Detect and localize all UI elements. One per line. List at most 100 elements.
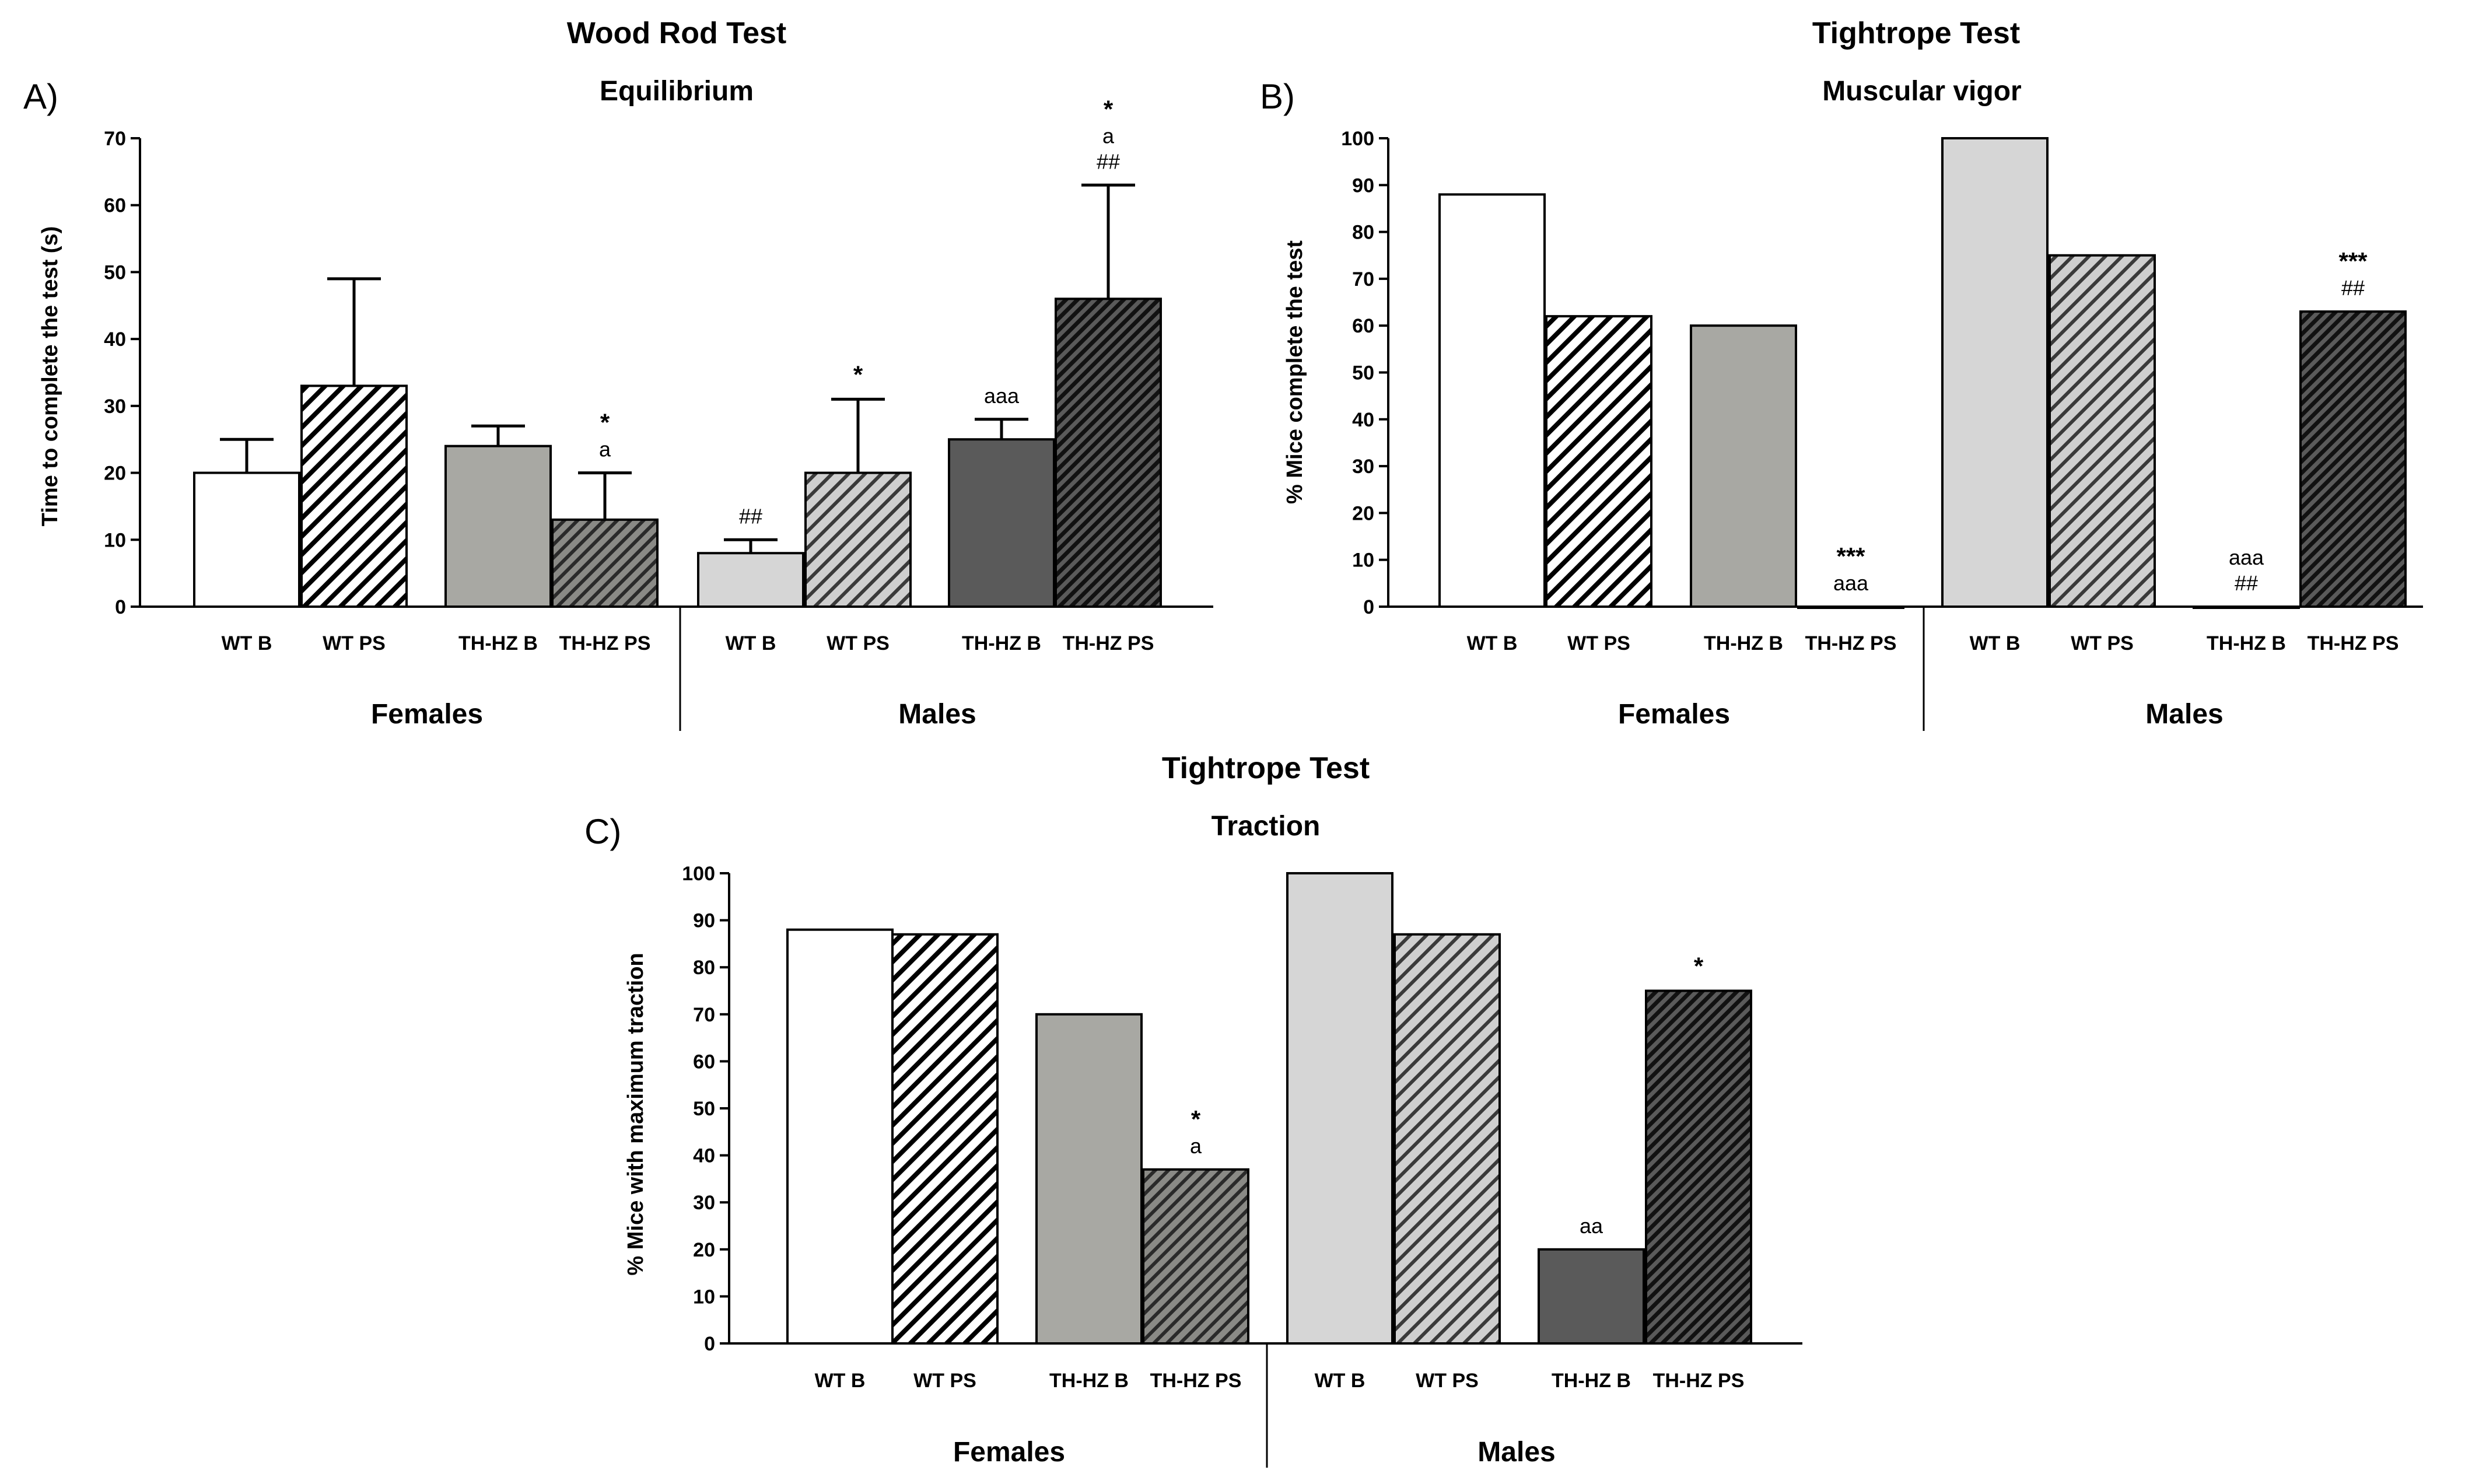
y-tick-label: 90 [693, 910, 715, 932]
x-tick-label: WT B [1315, 1370, 1365, 1392]
group-label-females: Females [1618, 699, 1730, 730]
x-tick-label: WT B [222, 632, 272, 654]
significance-annotation: aaa [984, 384, 1020, 408]
bar-males-wt-b [697, 552, 804, 608]
y-tick-label: 60 [104, 195, 126, 217]
bar-males-wt-ps [2049, 254, 2156, 608]
panel-b-subtitle: Muscular vigor [1822, 76, 2021, 107]
significance-annotation: aaa [2229, 545, 2264, 569]
group-label-males: Males [2145, 699, 2223, 730]
panel-c-subtitle: Traction [1212, 811, 1321, 842]
x-tick-label: TH-HZ PS [1150, 1370, 1242, 1392]
x-tick-label: TH-HZ PS [2308, 632, 2399, 654]
bar-females-wt-ps [300, 384, 408, 608]
y-tick-label: 0 [704, 1333, 715, 1355]
bar-females-th-hz-ps [551, 518, 659, 608]
x-tick-label: TH-HZ B [458, 632, 538, 654]
y-tick-label: 70 [104, 128, 126, 150]
y-tick-label: 40 [693, 1145, 715, 1167]
significance-annotation: ## [2341, 276, 2365, 300]
x-tick-label: WT B [1970, 632, 2021, 654]
bar-females-th-hz-ps [1797, 606, 1904, 609]
y-tick-label: 10 [1352, 550, 1374, 572]
x-tick-label: WT PS [1416, 1370, 1479, 1392]
panel-b-ylabel: % Mice complete the test [1283, 240, 1307, 504]
group-label-females: Females [371, 699, 483, 730]
x-tick-label: WT B [815, 1370, 866, 1392]
bar-females-wt-ps [891, 933, 999, 1345]
y-tick-label: 80 [1352, 222, 1374, 244]
y-tick-label: 100 [1341, 128, 1374, 150]
y-tick-label: 10 [693, 1286, 715, 1308]
y-tick-label: 20 [1352, 502, 1374, 524]
significance-annotation: aaa [1833, 571, 1869, 595]
bar-females-th-hz-ps [1142, 1168, 1249, 1345]
x-tick-label: TH-HZ PS [1805, 632, 1897, 654]
panel-b-letter: B) [1260, 77, 1295, 116]
y-tick-label: 0 [1363, 596, 1374, 618]
bar-males-th-hz-b [2193, 606, 2300, 609]
x-tick-label: TH-HZ B [1704, 632, 1783, 654]
x-tick-label: TH-HZ PS [1653, 1370, 1745, 1392]
x-tick-label: WT PS [913, 1370, 976, 1392]
group-label-females: Females [953, 1437, 1065, 1468]
bar-females-th-hz-b [1035, 1013, 1143, 1345]
bar-males-th-hz-ps [1645, 989, 1752, 1345]
x-tick-label: WT B [726, 632, 776, 654]
y-tick-label: 40 [1352, 409, 1374, 431]
x-tick-label: TH-HZ B [1049, 1370, 1129, 1392]
bar-females-th-hz-b [444, 444, 552, 608]
significance-annotation: a [599, 438, 611, 461]
panel-a-ylabel: Time to complete the test (s) [38, 226, 62, 527]
y-tick-label: 0 [115, 596, 126, 618]
significance-annotation: a [1190, 1134, 1202, 1158]
x-tick-label: WT B [1467, 632, 1518, 654]
bar-females-wt-ps [1545, 315, 1652, 608]
panel-a-subtitle: Equilibrium [600, 76, 754, 107]
bar-males-th-hz-ps [2299, 310, 2407, 608]
x-tick-label: TH-HZ B [1552, 1370, 1631, 1392]
y-tick-label: 50 [104, 261, 126, 284]
significance-annotation: ## [2235, 571, 2258, 595]
panel-c-letter: C) [584, 812, 621, 851]
y-tick-label: 50 [693, 1098, 715, 1120]
x-tick-label: TH-HZ B [962, 632, 1041, 654]
x-tick-label: WT PS [2071, 632, 2134, 654]
significance-annotation: *** [1836, 542, 1865, 570]
panel-b-plot: 0 10 20 30 40 50 60 70 80 90 100 WT B WT PS TH-HZ B **… [1341, 128, 2423, 731]
bar-females-wt-b [193, 471, 300, 608]
x-tick-label: TH-HZ B [2207, 632, 2286, 654]
x-tick-label: WT PS [1567, 632, 1630, 654]
significance-annotation: *** [2338, 247, 2368, 275]
bar-males-th-hz-b [1538, 1248, 1645, 1345]
panel-a-letter: A) [23, 77, 58, 116]
bar-females-th-hz-b [1690, 324, 1797, 608]
panel-c-title: Tightrope Test [1162, 751, 1370, 785]
group-label-males: Males [898, 699, 976, 730]
x-tick-label: WT PS [827, 632, 890, 654]
group-label-males: Males [1477, 1437, 1555, 1468]
bar-males-wt-b [1941, 137, 2049, 608]
x-tick-label: WT PS [323, 632, 386, 654]
significance-annotation: * [1694, 953, 1704, 980]
panel-c-ylabel: % Mice with maximum traction [624, 953, 648, 1275]
significance-annotation: * [600, 409, 610, 436]
y-tick-label: 40 [104, 328, 126, 351]
bar-females-wt-b [786, 928, 894, 1345]
y-tick-label: 60 [693, 1051, 715, 1073]
y-tick-label: 80 [693, 957, 715, 979]
significance-annotation: ## [739, 504, 762, 528]
y-tick-label: 50 [1352, 362, 1374, 384]
significance-annotation: * [853, 360, 863, 388]
y-tick-label: 100 [682, 863, 715, 885]
bar-males-th-hz-b [948, 438, 1055, 608]
bar-males-wt-ps [804, 471, 912, 608]
significance-annotation: a [1102, 124, 1115, 148]
significance-annotation: aa [1580, 1214, 1603, 1238]
y-tick-label: 90 [1352, 174, 1374, 197]
bar-males-th-hz-ps [1055, 298, 1162, 608]
y-tick-label: 60 [1352, 315, 1374, 337]
